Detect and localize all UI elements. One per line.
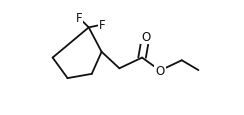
Text: O: O (155, 65, 165, 77)
Text: F: F (75, 12, 82, 25)
Text: F: F (99, 19, 106, 32)
Text: O: O (141, 30, 151, 43)
